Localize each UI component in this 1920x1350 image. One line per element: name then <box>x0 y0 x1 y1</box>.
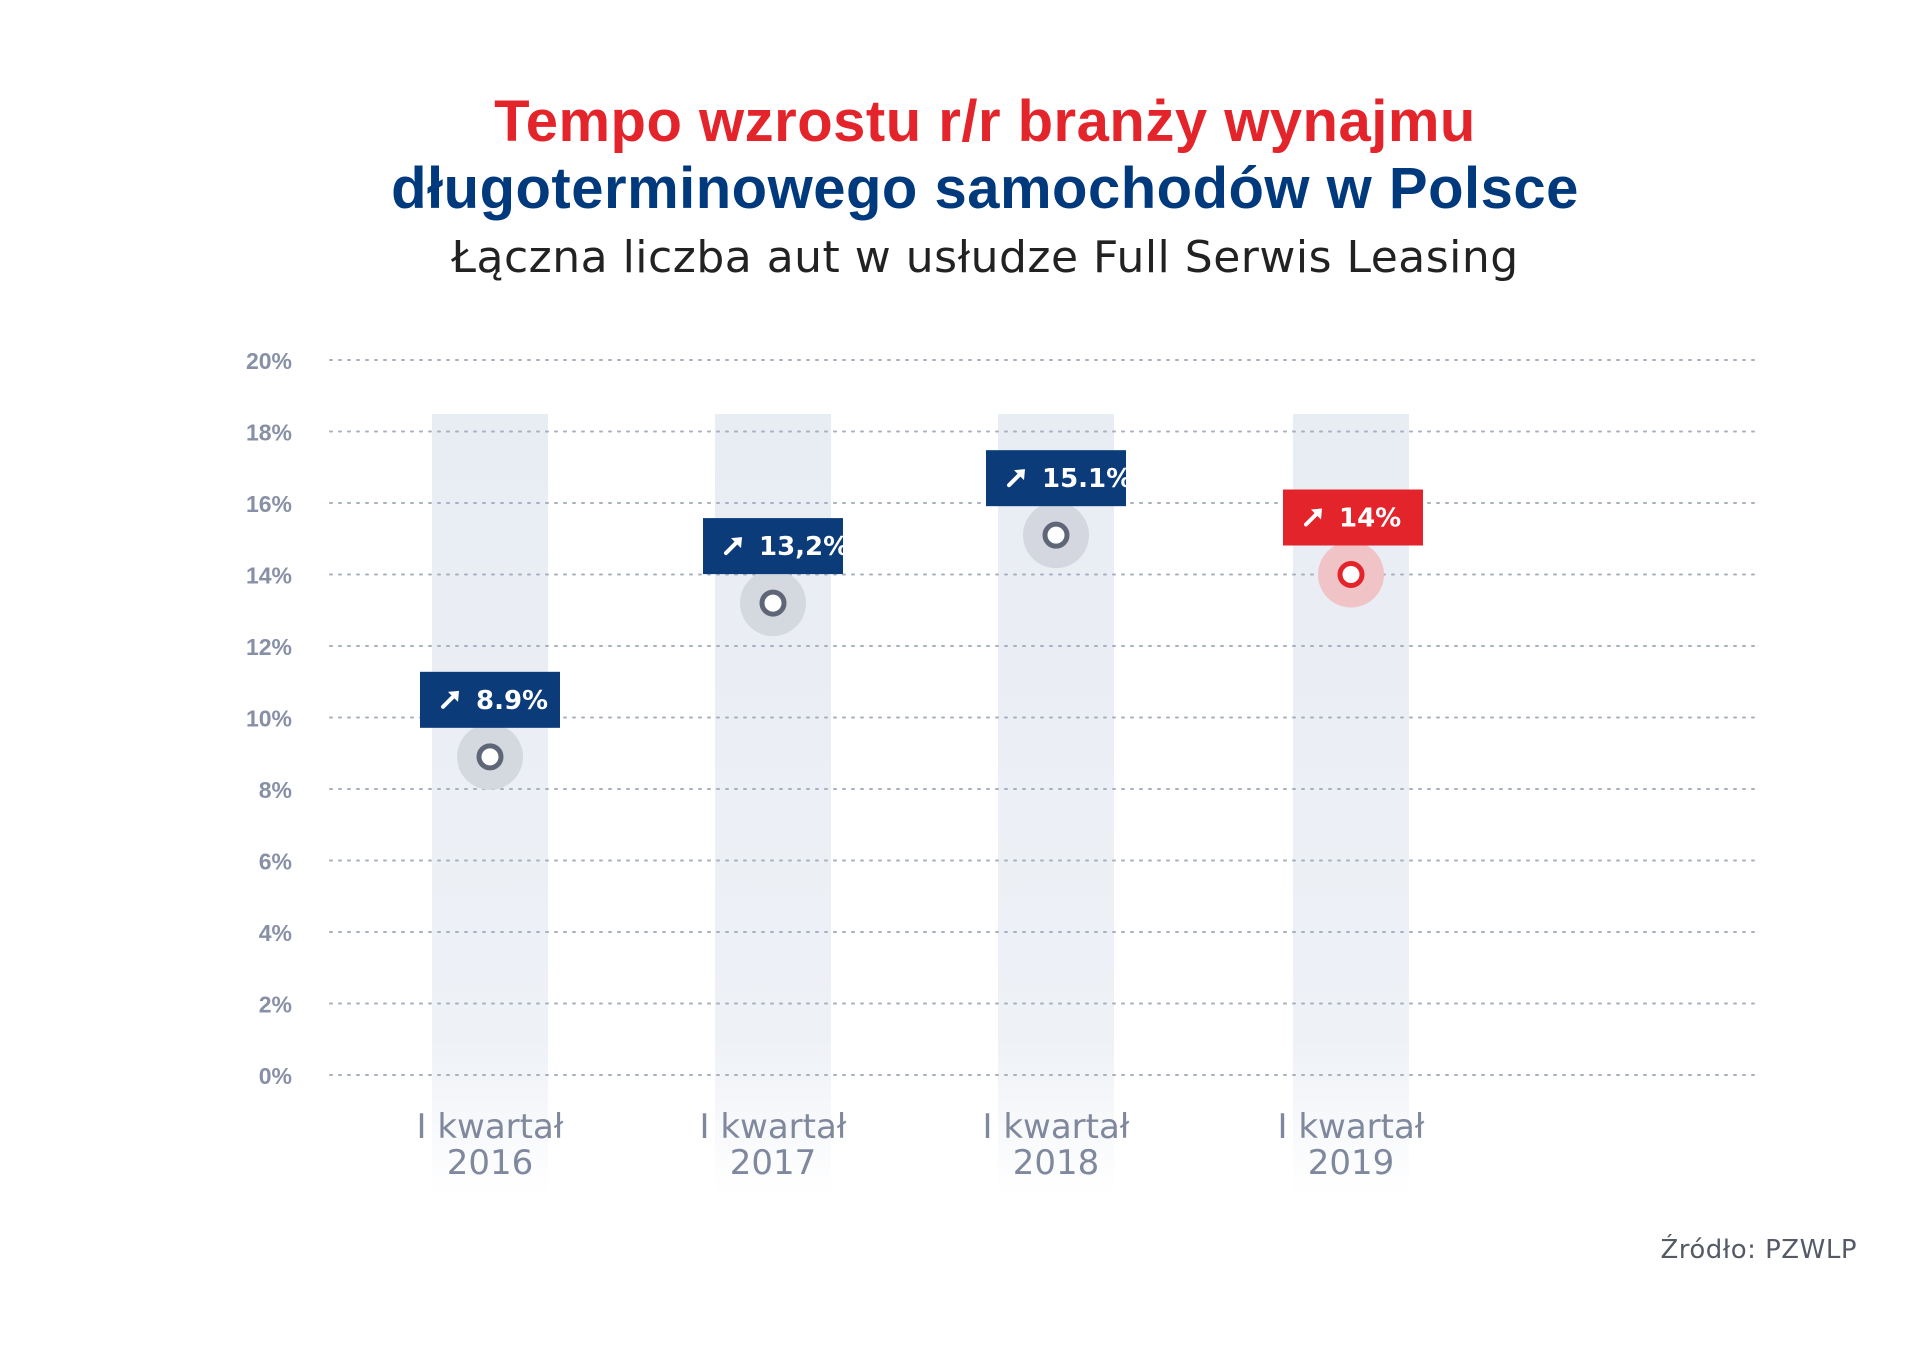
value-label: 15.1% <box>1042 464 1132 494</box>
y-tick-label: 0% <box>259 1063 292 1089</box>
x-category-label-line1: I kwartał <box>700 1107 847 1147</box>
arrow-up-right-icon <box>1007 469 1025 488</box>
x-category-label-line2: 2017 <box>730 1143 817 1183</box>
x-category-label-line1: I kwartał <box>983 1107 1130 1147</box>
chart-title-line2: długoterminowego samochodów w Polsce <box>391 156 1579 221</box>
y-tick-label: 14% <box>246 563 292 589</box>
source-note: Źródło: PZWLP <box>1660 1235 1857 1265</box>
x-category-label-line1: I kwartał <box>417 1107 564 1147</box>
arrow-up-right-icon <box>1304 508 1322 527</box>
value-label: 8.9% <box>476 686 548 716</box>
value-marker <box>1042 521 1070 549</box>
value-label: 13,2% <box>759 532 849 562</box>
y-tick-label: 16% <box>246 491 292 517</box>
y-tick-label: 10% <box>246 706 292 732</box>
y-tick-label: 8% <box>259 777 292 803</box>
value-label: 14% <box>1339 504 1401 534</box>
y-tick-label: 2% <box>259 992 292 1018</box>
x-category-label-line2: 2016 <box>447 1143 534 1183</box>
y-tick-label: 4% <box>259 920 292 946</box>
y-tick-label: 6% <box>259 849 292 875</box>
x-category-label-line1: I kwartał <box>1278 1107 1425 1147</box>
value-marker <box>1337 561 1365 588</box>
value-badge <box>703 518 843 575</box>
value-marker <box>759 589 787 617</box>
chart-title-line1: Tempo wzrostu r/r branży wynajmu <box>494 89 1476 154</box>
arrow-up-right-icon <box>724 537 742 556</box>
x-category-label-line2: 2019 <box>1308 1143 1395 1183</box>
value-badge <box>1283 489 1423 546</box>
y-tick-label: 18% <box>246 420 292 446</box>
y-tick-label: 20% <box>246 348 292 374</box>
value-badge <box>420 671 560 728</box>
value-badge <box>986 450 1126 507</box>
y-tick-label: 12% <box>246 634 292 660</box>
value-marker <box>476 743 504 771</box>
x-category-label-line2: 2018 <box>1013 1143 1100 1183</box>
chart-subtitle: Łączna liczba aut w usłudze Full Serwis … <box>451 232 1519 283</box>
arrow-up-right-icon <box>441 690 459 709</box>
